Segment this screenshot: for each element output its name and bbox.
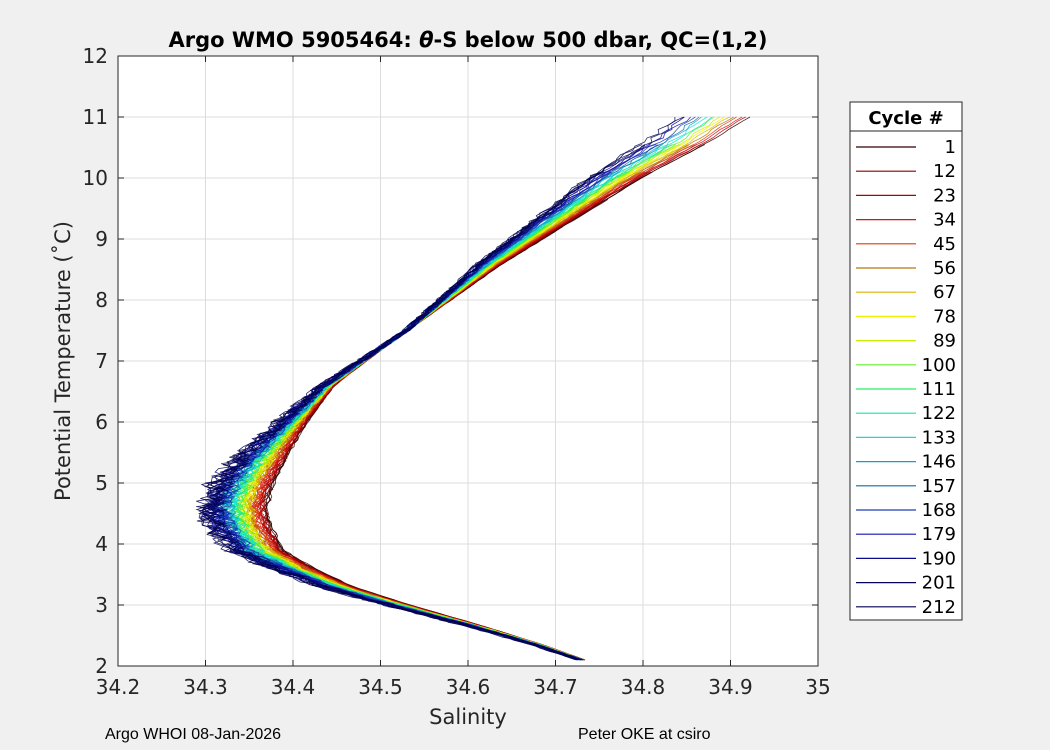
y-tick-label: 3	[95, 593, 108, 617]
legend-label: 201	[922, 573, 956, 594]
profile-line	[195, 117, 676, 661]
footer-author: Peter OKE at csiro	[578, 726, 711, 743]
legend-label: 1	[945, 137, 956, 158]
y-tick-label: 11	[83, 105, 108, 129]
legend-label: 111	[922, 379, 956, 400]
legend-label: 168	[922, 500, 956, 521]
legend-label: 100	[922, 355, 956, 376]
x-tick-label: 34.6	[446, 675, 491, 699]
profile-line	[206, 144, 643, 661]
profile-curves	[195, 116, 751, 661]
y-tick-label: 8	[95, 288, 108, 312]
y-tick-label: 12	[83, 44, 108, 68]
legend-label: 45	[933, 234, 956, 255]
y-axis-label: Potential Temperature (˚C)	[51, 221, 75, 501]
legend-label: 12	[933, 161, 956, 182]
legend-label: 133	[922, 427, 956, 448]
legend-label: 23	[933, 185, 956, 206]
y-tick-label: 5	[95, 471, 108, 495]
legend-label: 56	[933, 258, 956, 279]
footer-source: Argo WHOI 08-Jan-2026	[105, 726, 282, 743]
legend-label: 146	[922, 452, 956, 473]
x-tick-label: 34.5	[358, 675, 403, 699]
x-axis-label: Salinity	[429, 705, 507, 729]
y-tick-label: 2	[95, 654, 108, 678]
legend-label: 78	[933, 306, 956, 327]
axis-ticks: 34.2 34.3 34.4 34.5 34.6 34.7 34.8 34.9 35 2 3 4 5 6 7…	[83, 44, 831, 699]
y-tick-label: 7	[95, 349, 108, 373]
legend-label: 212	[922, 597, 956, 618]
legend-label: 89	[933, 331, 956, 352]
legend-label: 122	[922, 403, 956, 424]
legend-label: 157	[922, 476, 956, 497]
x-tick-label: 34.3	[183, 675, 228, 699]
legend-label: 190	[922, 548, 956, 569]
x-tick-label: 34.2	[96, 675, 141, 699]
chart-title: Argo WMO 5905464: θ-S below 500 dbar, QC…	[168, 28, 767, 52]
legend: Cycle # 1 12 23 34 45 56 67 78 89 100 111 122 133 146…	[849, 101, 963, 621]
x-tick-label: 34.4	[271, 675, 316, 699]
x-tick-label: 34.8	[621, 675, 666, 699]
legend-label: 67	[933, 282, 956, 303]
legend-title: Cycle #	[868, 108, 943, 129]
y-tick-label: 6	[95, 410, 108, 434]
legend-label: 179	[922, 524, 956, 545]
legend-label: 34	[933, 210, 956, 231]
legend-entries: 1 12 23 34 45 56 67 78 89 100 111 122 133 146 157 168 17…	[856, 137, 956, 618]
y-tick-label: 10	[83, 166, 108, 190]
x-tick-label: 34.7	[533, 675, 578, 699]
x-tick-label: 35	[805, 675, 830, 699]
y-tick-label: 4	[95, 532, 108, 556]
x-tick-label: 34.9	[708, 675, 753, 699]
y-tick-label: 9	[95, 227, 108, 251]
